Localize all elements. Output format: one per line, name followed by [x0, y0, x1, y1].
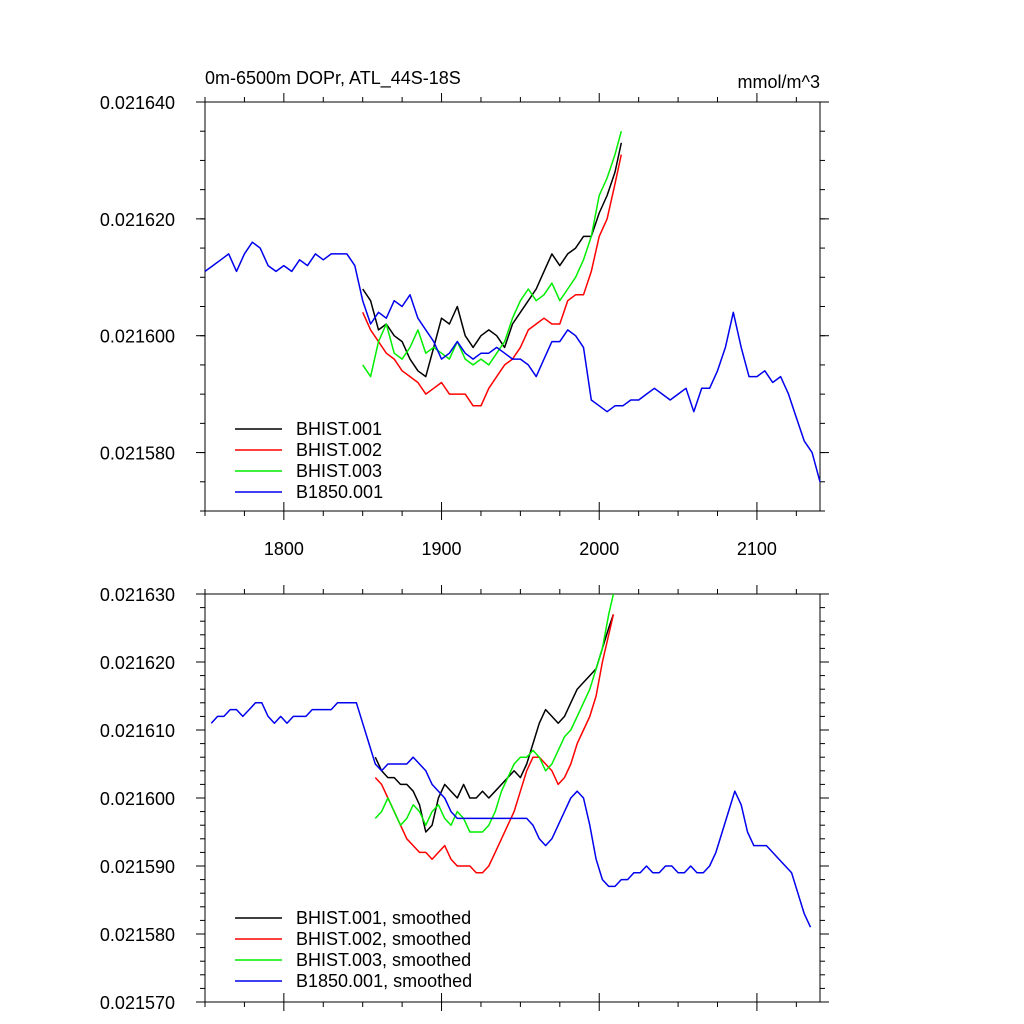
top-y-tick-label: 0.021640 [100, 93, 175, 113]
top-chart-units: mmol/m^3 [738, 72, 820, 92]
top-y-tick-label: 0.021580 [100, 444, 175, 464]
bottom-y-tick-label: 0.021610 [100, 721, 175, 741]
top-y-tick-label: 0.021620 [100, 210, 175, 230]
bottom-y-tick-label: 0.021580 [100, 925, 175, 945]
top-legend-label-3: BHIST.003 [296, 461, 382, 481]
bottom-axis-ticks: 0.021570 0.021580 0.021590 0.021600 0.021610… [100, 585, 829, 1013]
bottom-legend-label-1: BHIST.001, smoothed [296, 908, 471, 928]
top-series-line-3 [362, 131, 623, 378]
bottom-series-group [210, 593, 812, 928]
top-series-line-1 [362, 142, 623, 378]
bottom-y-tick-label: 0.021620 [100, 653, 175, 673]
bottom-legend-label-4: B1850.001, smoothed [296, 971, 472, 991]
top-series-line-2 [362, 154, 623, 407]
top-series-group [204, 131, 821, 482]
bottom-y-tick-label: 0.021570 [100, 993, 175, 1013]
top-x-tick-label: 1900 [422, 539, 462, 559]
bottom-legend-label-2: BHIST.002, smoothed [296, 929, 471, 949]
bottom-panel: 0.021570 0.021580 0.021590 0.021600 0.021610… [100, 585, 829, 1013]
top-y-tick-label: 0.021600 [100, 327, 175, 347]
top-legend-label-4: B1850.001 [296, 482, 383, 502]
top-axis-ticks: 1800 1900 2000 2100 0.021580 0.021600 0.021620… [100, 93, 829, 559]
bottom-y-tick-label: 0.021630 [100, 585, 175, 605]
bottom-series-line-4 [210, 702, 812, 928]
top-legend-label-2: BHIST.002 [296, 440, 382, 460]
top-chart-title: 0m-6500m DOPr, ATL_44S-18S [205, 68, 461, 89]
top-x-tick-label: 2000 [579, 539, 619, 559]
top-panel: 0m-6500m DOPr, ATL_44S-18S mmol/m^3 1800… [100, 68, 829, 559]
top-x-tick-label: 2100 [737, 539, 777, 559]
bottom-y-tick-label: 0.021590 [100, 857, 175, 877]
top-legend-label-1: BHIST.001 [296, 419, 382, 439]
bottom-y-tick-label: 0.021600 [100, 789, 175, 809]
bottom-legend-label-3: BHIST.003, smoothed [296, 950, 471, 970]
top-x-tick-label: 1800 [264, 539, 304, 559]
